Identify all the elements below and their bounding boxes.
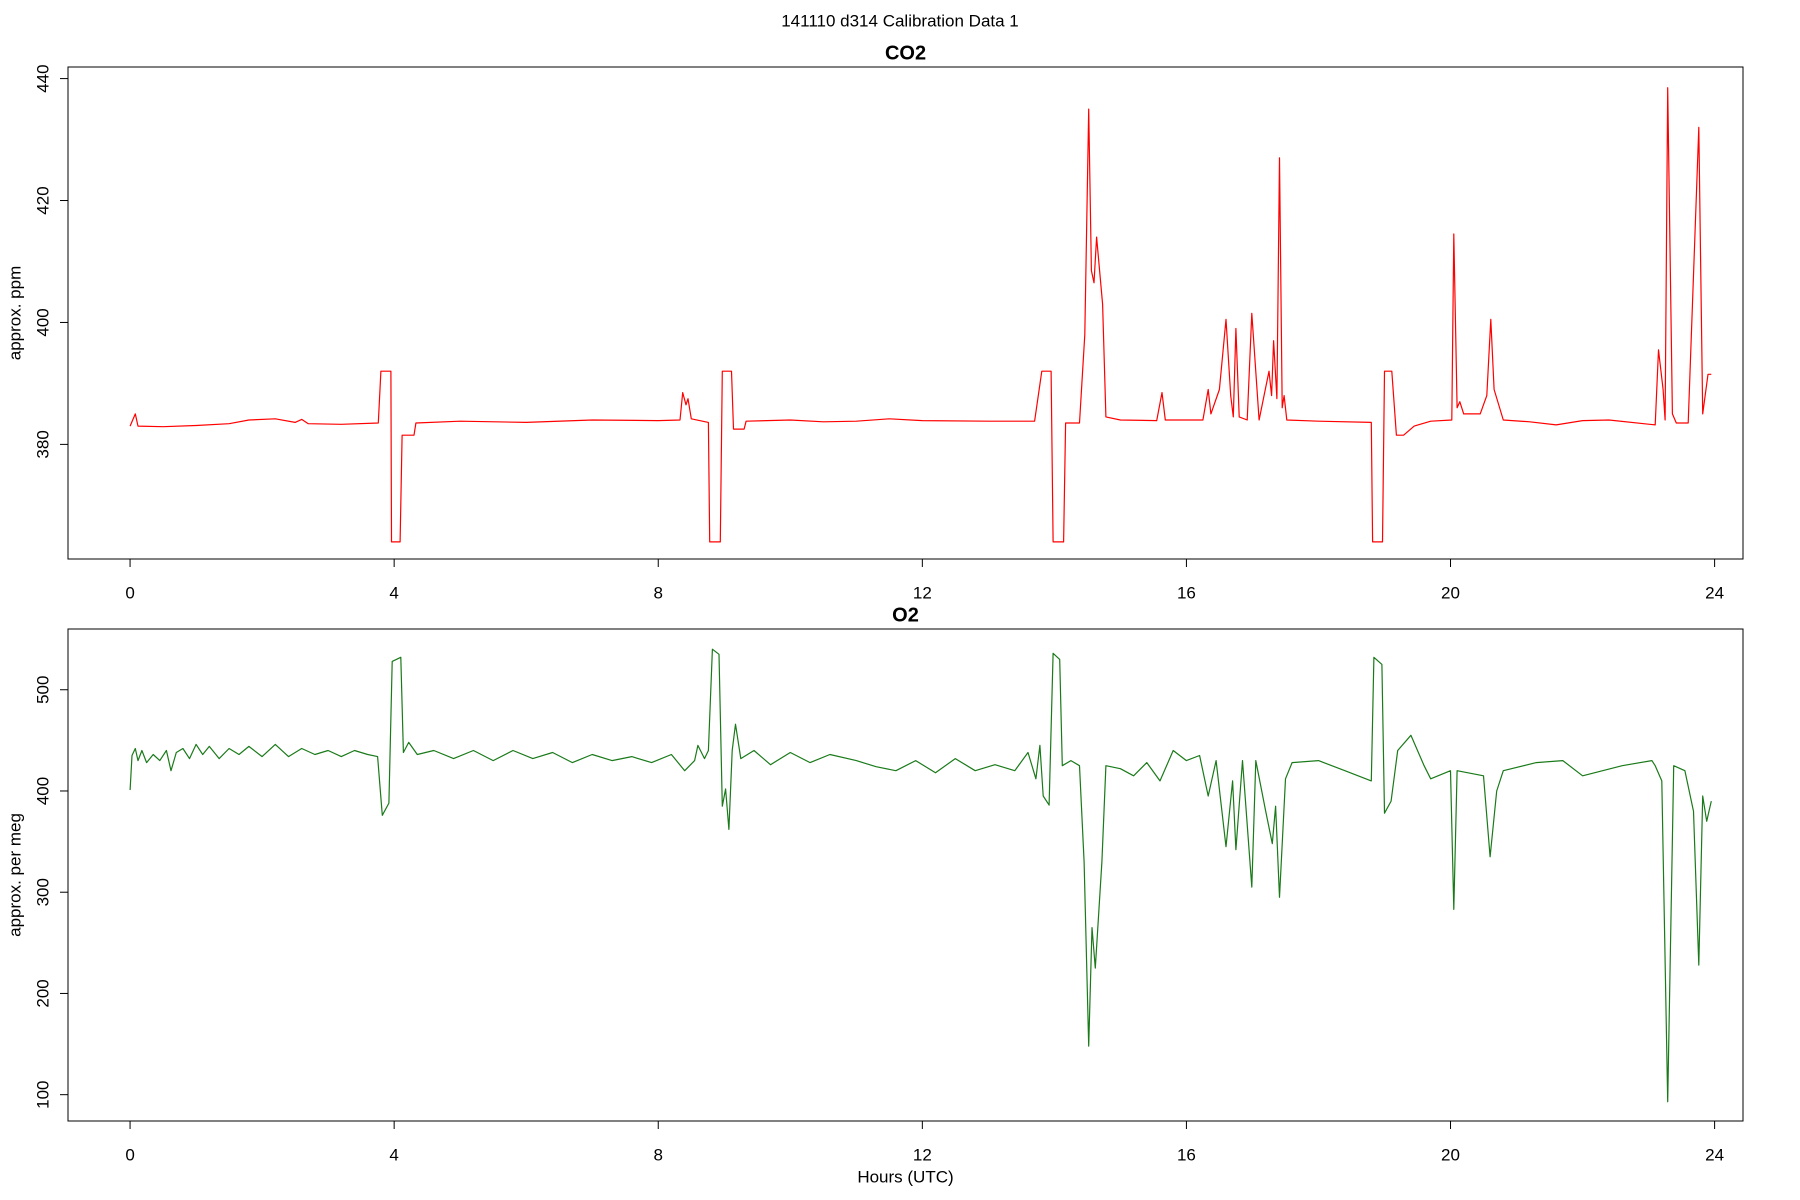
page-title: 141110 d314 Calibration Data 1 bbox=[781, 11, 1019, 30]
y-tick-label: 500 bbox=[33, 676, 52, 704]
x-tick-label: 8 bbox=[654, 1145, 663, 1164]
x-tick-label: 20 bbox=[1441, 583, 1460, 602]
y-tick-label: 440 bbox=[33, 64, 52, 92]
panel-title: O2 bbox=[892, 604, 919, 626]
y-tick-label: 100 bbox=[33, 1080, 52, 1108]
x-tick-label: 24 bbox=[1705, 583, 1724, 602]
y-tick-label: 380 bbox=[33, 430, 52, 458]
x-tick-label: 16 bbox=[1177, 583, 1196, 602]
x-tick-label: 8 bbox=[654, 583, 663, 602]
x-tick-label: 0 bbox=[125, 583, 134, 602]
x-tick-label: 20 bbox=[1441, 1145, 1460, 1164]
y-tick-label: 400 bbox=[33, 777, 52, 805]
x-tick-label: 0 bbox=[125, 1145, 134, 1164]
y-axis-label: approx. per meg bbox=[5, 813, 24, 937]
x-tick-label: 4 bbox=[389, 1145, 398, 1164]
x-tick-label: 12 bbox=[913, 1145, 932, 1164]
data-line bbox=[129, 648, 1712, 1103]
y-tick-label: 300 bbox=[33, 878, 52, 906]
x-tick-label: 24 bbox=[1705, 1145, 1724, 1164]
y-tick-label: 200 bbox=[33, 979, 52, 1007]
x-tick-label: 12 bbox=[913, 583, 932, 602]
plot-box bbox=[67, 628, 1744, 1122]
x-axis-label: Hours (UTC) bbox=[857, 1167, 953, 1186]
plot-box bbox=[67, 66, 1744, 560]
x-tick-label: 16 bbox=[1177, 1145, 1196, 1164]
y-tick-label: 400 bbox=[33, 308, 52, 336]
y-axis-label: approx. ppm bbox=[5, 266, 24, 361]
data-line bbox=[129, 87, 1712, 543]
x-tick-label: 4 bbox=[389, 583, 398, 602]
panel-title: CO2 bbox=[885, 42, 926, 64]
y-tick-label: 420 bbox=[33, 186, 52, 214]
